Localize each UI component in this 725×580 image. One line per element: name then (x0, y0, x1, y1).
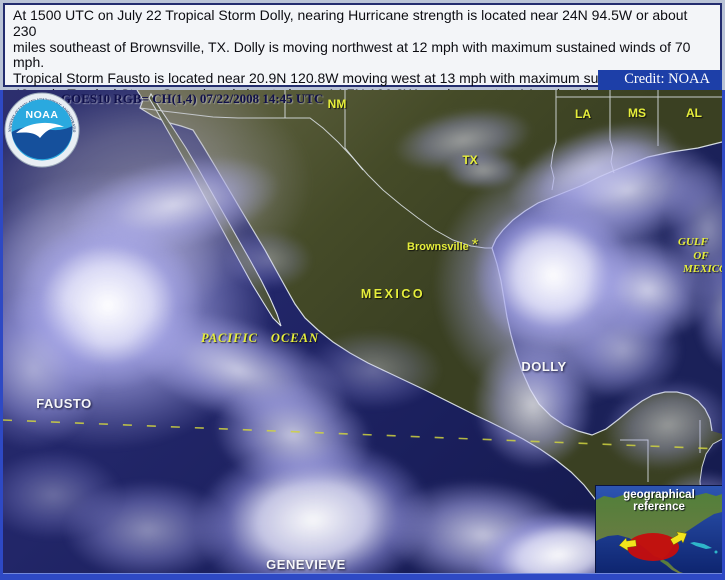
seagull-icon (16, 122, 64, 138)
advisory-line: miles southeast of Brownsville, TX. Doll… (13, 38, 691, 71)
city-label: Brownsville (407, 241, 469, 253)
header-banner: At 1500 UTC on July 22 Tropical Storm Do… (0, 0, 725, 118)
logo-sea (11, 126, 73, 160)
state-label-la: LA (575, 107, 591, 121)
state-label-tx: TX (462, 153, 478, 167)
inset-title: geographical reference (623, 489, 695, 513)
credit-badge: Credit: NOAA (598, 70, 722, 90)
inset-cuba (690, 542, 712, 549)
cloud (303, 330, 443, 410)
cloud (63, 480, 233, 573)
state-label-nm: NM (327, 97, 347, 111)
ocean-label-pacific: PACIFIC OCEAN (201, 331, 319, 345)
country-label-mexico: MEXICO (360, 287, 426, 301)
inset-north-america (596, 492, 722, 559)
gulf-label-line: GULF (678, 236, 708, 248)
satellite-image: GOES10 RGB= CH(1,4) 07/22/2008 14:45 UTC… (3, 90, 722, 573)
city-marker-brownsville: Brownsville * (407, 235, 479, 254)
storm-label-dolly: DOLLY (521, 359, 567, 374)
city-marker-star-icon: * (471, 235, 479, 254)
inset-arrow-west-icon (618, 537, 637, 552)
ocean-label-gulf-of-mexico: GULF OF MEXICO (665, 236, 722, 277)
noaa-logo: NATIONAL OCEANIC AND ATMOSPHERIC ADMINIS… (4, 92, 80, 168)
image-caption: GOES10 RGB= CH(1,4) 07/22/2008 14:45 UTC (61, 91, 324, 106)
advisory-line: Tropical Storm Fausto is located near 20… (13, 70, 699, 87)
gulf-label-line: MEXICO (682, 263, 722, 275)
state-label-ms: MS (628, 106, 646, 120)
state-label-al: AL (686, 106, 702, 120)
logo-acronym: NOAA (26, 109, 59, 121)
geographical-reference-inset: geographical reference (595, 485, 722, 573)
gulf-label-line: OF (693, 249, 709, 262)
inset-central-america (660, 559, 683, 573)
inset-arrow-northeast-icon (670, 531, 687, 546)
cloud (223, 230, 313, 290)
cloud (3, 450, 123, 540)
cloud (443, 150, 523, 190)
inset-island (714, 550, 718, 554)
storm-label-genevieve: GENEVIEVE (266, 557, 346, 572)
inset-map (596, 486, 722, 573)
inset-storm-area-highlight (627, 533, 679, 561)
advisory-line: At 1500 UTC on July 22 Tropical Storm Do… (13, 7, 688, 39)
storm-label-fausto: FAUSTO (36, 396, 92, 411)
